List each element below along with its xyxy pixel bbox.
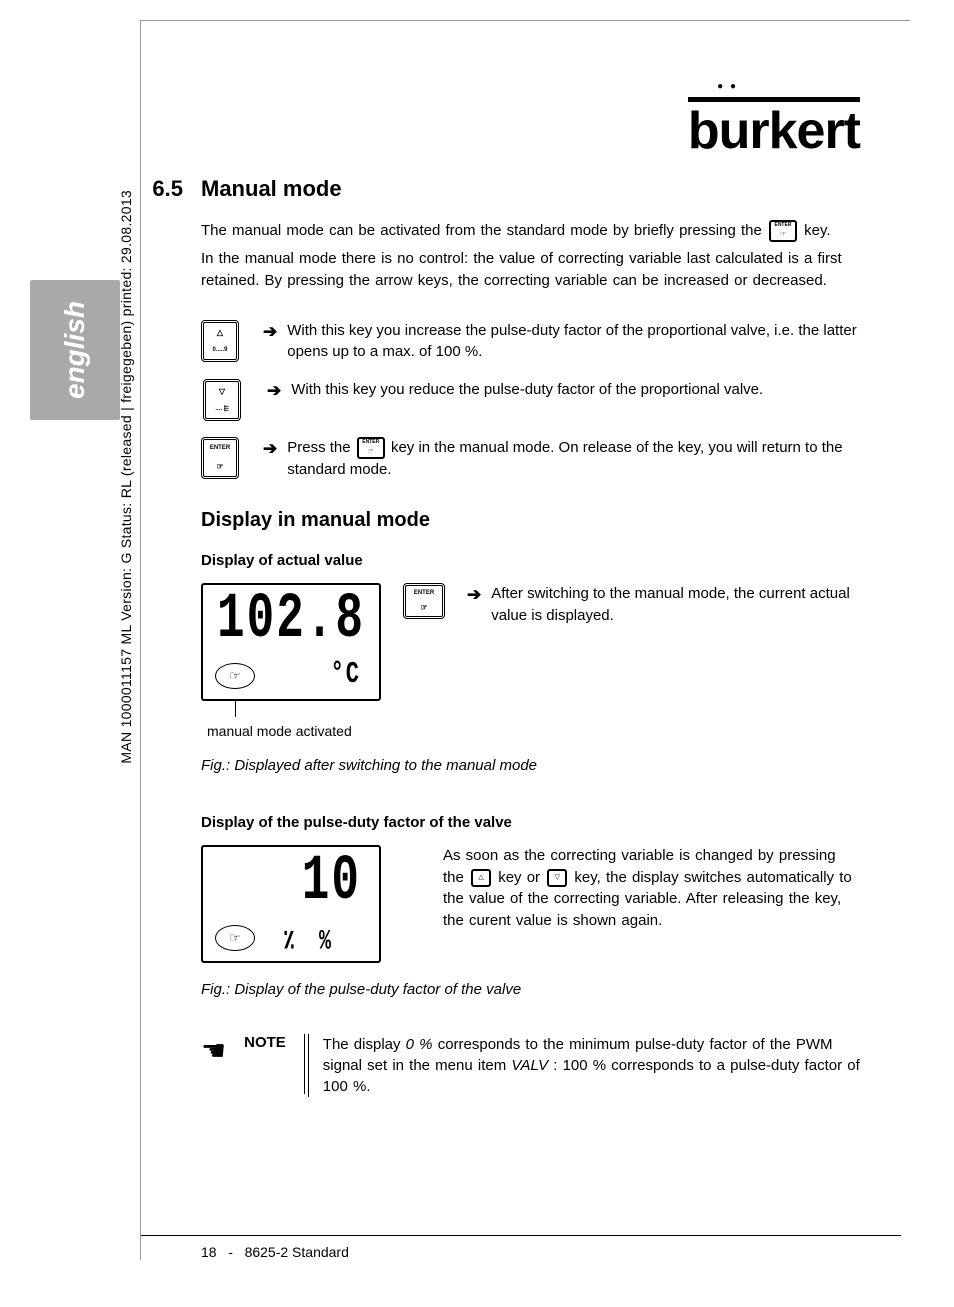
- up-key-icon-inline: △: [471, 869, 491, 887]
- section-title: Manual mode: [201, 176, 861, 202]
- arrow-icon: ➔: [267, 379, 281, 404]
- figure-1-row: 102.8 ☞ °C manual mode activated ENTER ☞…: [201, 583, 861, 739]
- lcd1-value: 102.8: [217, 582, 365, 655]
- down-key-icon-inline: ▽: [547, 869, 567, 887]
- section-number: 6.5: [141, 176, 201, 1097]
- lcd1-unit: °C: [331, 657, 361, 692]
- enter-key-label: ENTER: [210, 445, 230, 451]
- page-frame: ● ● burkert 6.5 Manual mode The manual m…: [140, 20, 910, 1260]
- down-key-description: With this key you reduce the pulse-duty …: [291, 379, 763, 404]
- figure-2-label: Fig.: Display of the pulse-duty factor o…: [201, 981, 861, 998]
- brand-logo: ● ● burkert: [688, 101, 860, 161]
- key-row-up: △ 0.....9 ➔ With this key you increase t…: [201, 320, 861, 364]
- page-footer: 18 - 8625-2 Standard: [141, 1235, 901, 1260]
- page-number: 18: [201, 1244, 217, 1260]
- logo-text: burkert: [688, 102, 860, 160]
- lcd1-description: After switching to the manual mode, the …: [491, 583, 861, 627]
- arrow-icon: ➔: [467, 583, 481, 627]
- lcd2-value: 10: [302, 844, 361, 917]
- up-key-description: With this key you increase the pulse-dut…: [287, 320, 861, 364]
- note-text: The display 0 % corresponds to the minim…: [323, 1034, 861, 1097]
- lcd2-desc-b: key or: [498, 869, 545, 886]
- page-content: 6.5 Manual mode The manual mode can be a…: [141, 176, 901, 1097]
- note-text-a: The display: [323, 1036, 406, 1053]
- logo-bar: [688, 97, 860, 102]
- hand-icon: ☞: [215, 925, 255, 951]
- arrow-icon: ➔: [263, 320, 277, 364]
- display-heading: Display in manual mode: [201, 509, 861, 532]
- enter-key-icon-inline: ENTER☞: [357, 437, 385, 459]
- intro-paragraph-1: The manual mode can be activated from th…: [201, 220, 861, 242]
- intro-paragraph-2: In the manual mode there is no control: …: [201, 248, 861, 292]
- display-sub2: Display of the pulse-duty factor of the …: [201, 814, 861, 831]
- enter-key-icon-large: ENTER ☞: [201, 437, 239, 479]
- enter-desc-a: Press the: [287, 439, 355, 456]
- up-key-icon: △ 0.....9: [201, 320, 239, 362]
- note-text-d: VALV: [511, 1057, 548, 1074]
- up-key-label: 0.....9: [212, 347, 227, 353]
- key-row-enter: ENTER ☞ ➔ Press the ENTER☞ key in the ma…: [201, 437, 861, 481]
- intro-text-1a: The manual mode can be activated from th…: [201, 222, 767, 239]
- key-row-down: ▽ .... ⬱ ➔ With this key you reduce the …: [201, 379, 861, 421]
- lcd-display-1: 102.8 ☞ °C: [201, 583, 381, 701]
- enter-key-icon: ENTER☞: [769, 220, 797, 242]
- hand-icon: ☞: [215, 663, 255, 689]
- enter-key-description: Press the ENTER☞ key in the manual mode.…: [287, 437, 861, 481]
- note-text-b: 0 %: [406, 1036, 433, 1053]
- arrow-icon: ➔: [263, 437, 277, 481]
- note-label: NOTE: [244, 1034, 286, 1051]
- display-sub1: Display of actual value: [201, 552, 861, 569]
- intro-text-1b: key.: [804, 222, 830, 239]
- down-key-icon: ▽ .... ⬱: [203, 379, 241, 421]
- lcd2-description: As soon as the correcting variable is ch…: [443, 845, 861, 932]
- lcd-display-2: 10 ☞ ٪ %: [201, 845, 381, 963]
- enter-key-icon-fig: ENTER ☞: [403, 583, 445, 619]
- doc-title: 8625-2 Standard: [245, 1244, 349, 1260]
- note-block: ☚ NOTE The display 0 % corresponds to th…: [201, 1034, 861, 1097]
- language-tab: english: [30, 280, 120, 420]
- note-hand-icon: ☚: [201, 1034, 226, 1067]
- lcd1-caption: manual mode activated: [207, 723, 381, 739]
- lcd2-pct: ٪ %: [283, 922, 331, 958]
- document-meta-sidebar: MAN 1000011157 ML Version: G Status: RL …: [118, 190, 134, 764]
- figure-1-label: Fig.: Displayed after switching to the m…: [201, 757, 861, 774]
- figure-2-row: 10 ☞ ٪ % As soon as the correcting varia…: [201, 845, 861, 963]
- logo-dots: ● ●: [717, 81, 738, 92]
